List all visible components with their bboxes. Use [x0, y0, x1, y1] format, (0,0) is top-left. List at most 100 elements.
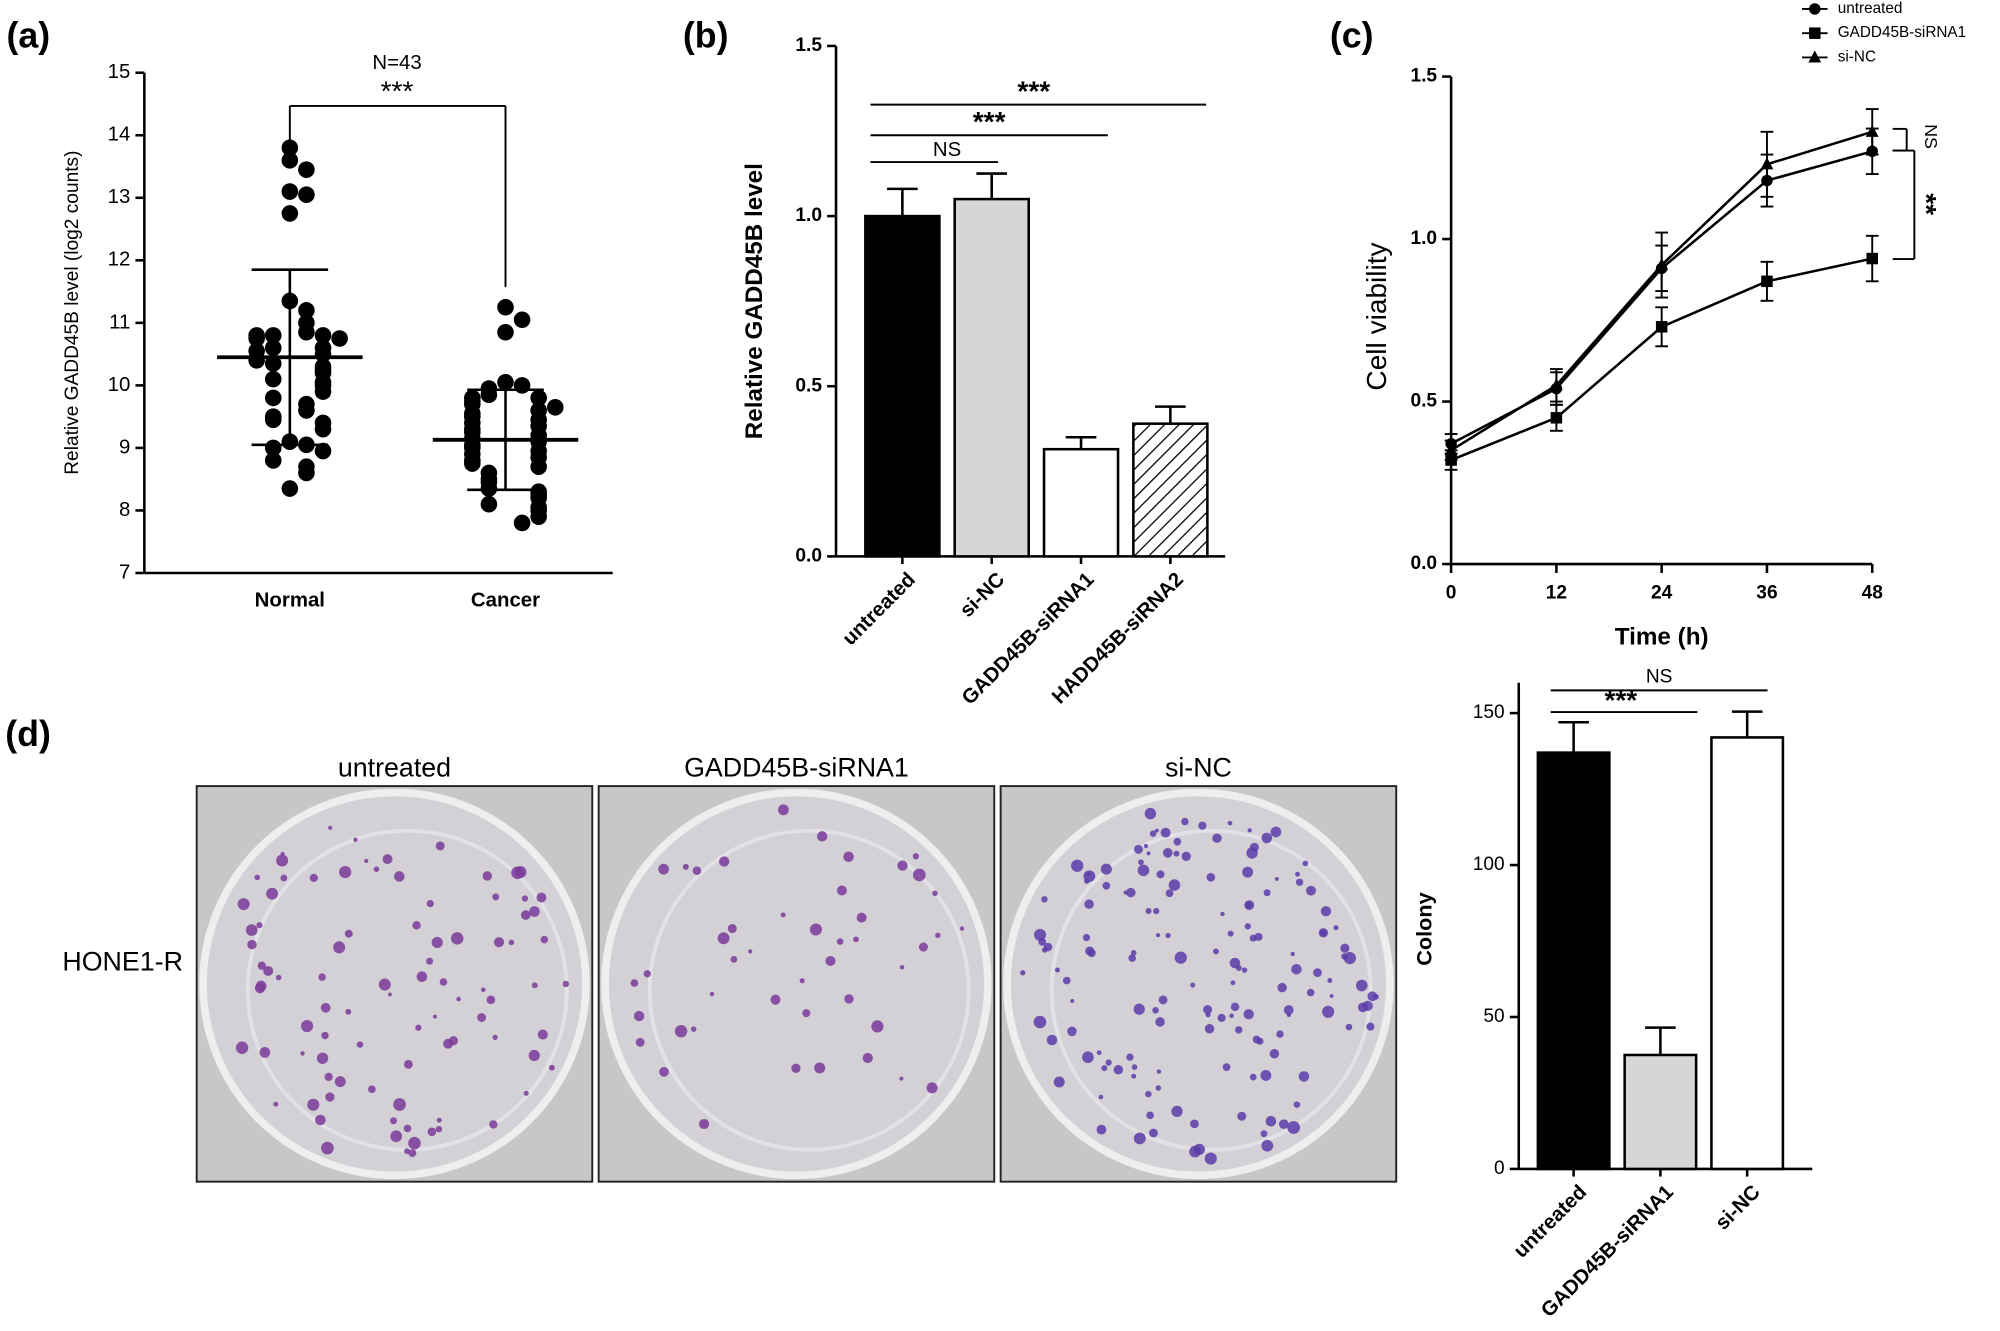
- colony-dot: [321, 1031, 329, 1040]
- colony-dot: [1243, 1009, 1254, 1020]
- y-tick-label: 0.0: [1410, 553, 1437, 574]
- marker: [1761, 275, 1773, 288]
- annotation: ***: [973, 106, 1006, 137]
- colony-dot: [280, 874, 288, 882]
- colony-dot: [1144, 807, 1157, 820]
- colony-dot: [450, 932, 464, 945]
- dish-inner: [1049, 828, 1373, 1152]
- colony-dot: [511, 866, 524, 880]
- y-tick-label: 1.0: [795, 205, 822, 226]
- colony-dot: [899, 1076, 904, 1081]
- annotation: ***: [1604, 684, 1637, 715]
- y-tick-label: 0.5: [1410, 391, 1437, 412]
- y-tick-label: 10: [108, 374, 131, 396]
- colony-dot: [1181, 817, 1189, 826]
- colony-dot: [1355, 979, 1368, 992]
- data-point: [314, 420, 332, 438]
- colony-dot: [1295, 878, 1304, 886]
- colony-dot: [378, 978, 391, 991]
- colony-dot: [1133, 844, 1143, 854]
- colony-dot: [1293, 1101, 1301, 1108]
- y-tick-label: 0.0: [795, 545, 822, 566]
- colony-dot: [254, 874, 260, 881]
- colony-dot: [275, 974, 282, 981]
- colony-dot: [339, 866, 352, 879]
- annotation: NS: [1921, 124, 1941, 149]
- colony-dot: [1298, 1071, 1310, 1082]
- colony-dot: [1322, 1005, 1335, 1018]
- colony-dot: [1212, 833, 1222, 843]
- colony-dot: [1189, 1145, 1201, 1158]
- data-point: [530, 508, 547, 525]
- colony-dot: [899, 964, 905, 970]
- dish-rim: [199, 788, 590, 1180]
- colony-dot: [1249, 1073, 1257, 1081]
- data-point: [497, 323, 514, 341]
- annotation: **: [1911, 193, 1942, 215]
- colony-dot: [263, 965, 274, 976]
- colony-dot: [1287, 1121, 1301, 1134]
- dish-rim: [1003, 788, 1394, 1180]
- colony-dot: [1165, 932, 1171, 939]
- colony-dot: [1146, 851, 1151, 856]
- colony-dot: [1302, 860, 1309, 867]
- panel-label: (d): [5, 714, 51, 754]
- colony-dot: [897, 860, 908, 871]
- colony-dot: [932, 890, 938, 897]
- colony-dot: [814, 1062, 826, 1074]
- colony-dot: [856, 912, 867, 923]
- marker: [1760, 157, 1774, 170]
- y-tick-label: 11: [109, 311, 130, 333]
- bar: [1132, 422, 1209, 558]
- colony-dot: [373, 866, 380, 872]
- colony-dot: [1145, 1090, 1152, 1098]
- bar: [953, 197, 1030, 558]
- colony-dot: [836, 938, 844, 945]
- colony-dot: [432, 1014, 437, 1019]
- colony-dot: [1276, 1030, 1284, 1038]
- colony-dot: [1160, 827, 1171, 838]
- colony-dot: [770, 994, 781, 1005]
- colony-dot: [1291, 963, 1302, 975]
- colony-dot: [1241, 967, 1248, 973]
- bar: [1042, 447, 1120, 558]
- colony-dot: [315, 1114, 326, 1126]
- colony-dot: [1343, 952, 1356, 965]
- legend-marker: [1809, 3, 1821, 15]
- colony-dot: [1085, 946, 1095, 956]
- colony-dot: [935, 932, 941, 939]
- data-point: [314, 442, 332, 460]
- y-tick-label: 100: [1473, 854, 1505, 875]
- dish-photo: [196, 786, 593, 1182]
- colony-dot: [426, 900, 434, 908]
- x-tick-label: 24: [1651, 582, 1673, 603]
- colony-dot: [659, 1066, 669, 1077]
- colony-dot: [1149, 830, 1157, 837]
- colony-dot: [1156, 1069, 1162, 1074]
- colony-dot: [1133, 1132, 1146, 1145]
- colony-dot: [836, 885, 847, 896]
- y-tick-label: 7: [119, 561, 130, 583]
- colony-dot: [1086, 872, 1091, 877]
- colony-dot: [481, 987, 486, 993]
- colony-dot: [318, 973, 326, 981]
- x-tick-label: 48: [1862, 582, 1884, 603]
- x-tick-label: 12: [1546, 582, 1567, 603]
- colony-dot: [562, 980, 570, 988]
- colony-dot: [415, 1024, 422, 1031]
- colony-dot: [404, 1148, 411, 1155]
- colony-dot: [307, 1098, 320, 1111]
- colony-dot: [698, 1118, 710, 1130]
- colony-dot: [719, 856, 730, 867]
- colony-dot: [1153, 908, 1160, 915]
- image-title: untreated: [338, 753, 451, 783]
- colony-dot: [408, 1149, 417, 1158]
- colony-dot: [1154, 828, 1159, 833]
- colony-dot: [1198, 821, 1207, 830]
- colony-dot: [1274, 877, 1279, 881]
- colony-dot: [333, 941, 346, 954]
- colony-dot: [1174, 951, 1187, 964]
- annotation: NS: [1646, 667, 1673, 688]
- bar: [1623, 1053, 1698, 1171]
